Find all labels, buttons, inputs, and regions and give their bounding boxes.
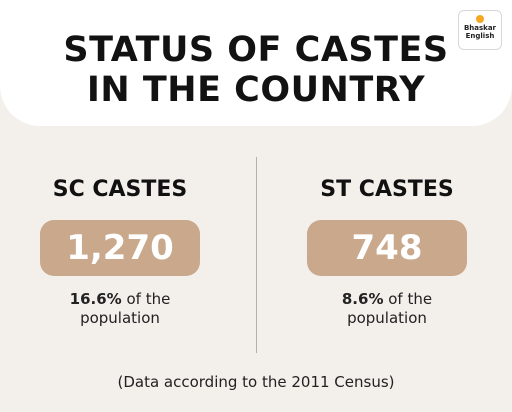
source-footnote: (Data according to the 2011 Census)	[117, 373, 395, 391]
header-panel: STATUS OF CASTES IN THE COUNTRY Bhaskar …	[0, 0, 512, 126]
logo-text-line-2: English	[465, 32, 495, 40]
title-line-2: IN THE COUNTRY	[86, 70, 426, 110]
column-divider	[256, 157, 257, 353]
brand-logo: Bhaskar English	[458, 10, 502, 50]
sc-castes-population-note: 16.6% of the population	[20, 290, 220, 328]
sc-castes-note-line-2: population	[80, 309, 160, 327]
sc-castes-column: SC CASTES 1,270 16.6% of the population	[20, 176, 220, 328]
st-castes-title: ST CASTES	[320, 177, 454, 202]
sc-castes-count-badge: 1,270	[40, 220, 200, 276]
title-line-1: STATUS OF CASTES	[63, 30, 449, 70]
st-castes-note-text: of the	[383, 290, 433, 308]
st-castes-count-badge: 748	[307, 220, 467, 276]
page-title: STATUS OF CASTES IN THE COUNTRY	[0, 30, 512, 110]
st-castes-population-note: 8.6% of the population	[287, 290, 487, 328]
sun-dot-icon	[476, 15, 484, 23]
sc-castes-percent: 16.6%	[69, 290, 122, 308]
sc-castes-note-text: of the	[121, 290, 171, 308]
st-castes-column: ST CASTES 748 8.6% of the population	[287, 176, 487, 328]
sc-castes-title: SC CASTES	[52, 177, 188, 202]
st-castes-note-line-2: population	[347, 309, 427, 327]
logo-text-line-1: Bhaskar	[463, 24, 497, 32]
st-castes-percent: 8.6%	[341, 290, 384, 308]
